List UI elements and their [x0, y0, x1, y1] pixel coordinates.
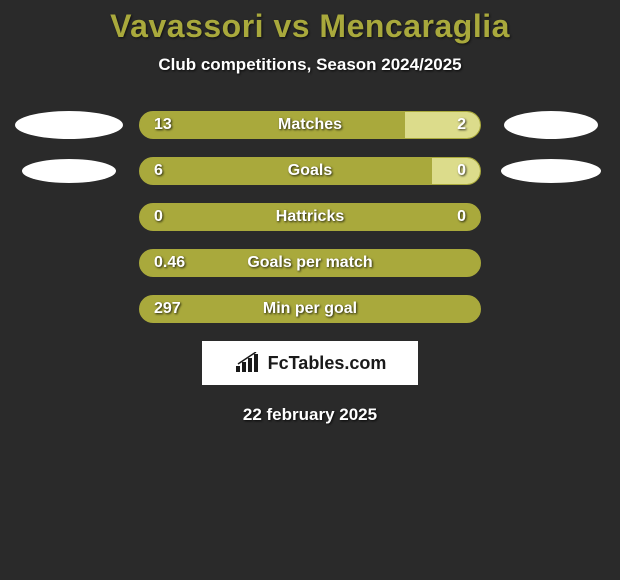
stat-value-right: 0 — [457, 208, 466, 226]
infographic-container: Vavassori vs Mencaraglia Club competitio… — [0, 0, 620, 425]
stat-row: 0 0 Hattricks — [0, 203, 620, 231]
stat-label: Matches — [278, 116, 342, 134]
stat-value-right: 2 — [457, 116, 466, 134]
stat-row: 13 2 Matches — [0, 111, 620, 139]
stat-value-right: 0 — [457, 162, 466, 180]
oval-spacer-right — [481, 111, 620, 139]
player-marker-right — [501, 159, 601, 183]
date-text: 22 february 2025 — [0, 405, 620, 425]
player-marker-left — [22, 159, 116, 183]
oval-spacer-left — [0, 111, 139, 139]
stat-row: 6 0 Goals — [0, 157, 620, 185]
stat-bar: 6 0 Goals — [139, 157, 481, 185]
stat-bar: 297 Min per goal — [139, 295, 481, 323]
stat-value-left: 0 — [154, 208, 163, 226]
stat-value-left: 13 — [154, 116, 172, 134]
oval-spacer-left — [0, 159, 139, 183]
logo-text: FcTables.com — [268, 353, 387, 374]
comparison-rows: 13 2 Matches 6 0 Goals 0 0 Hattricks 0.46 Goals pe… — [0, 111, 620, 323]
stat-label: Min per goal — [263, 300, 357, 318]
subtitle: Club competitions, Season 2024/2025 — [0, 55, 620, 75]
bar-segment-left — [140, 158, 432, 184]
stat-value-left: 297 — [154, 300, 181, 318]
stat-bar: 0 0 Hattricks — [139, 203, 481, 231]
bar-segment-left — [140, 112, 405, 138]
stat-label: Hattricks — [276, 208, 344, 226]
player-marker-left — [15, 111, 123, 139]
page-title: Vavassori vs Mencaraglia — [0, 8, 620, 45]
logo-box: FcTables.com — [202, 341, 418, 385]
logo-inner: FcTables.com — [234, 352, 387, 374]
stat-row: 297 Min per goal — [0, 295, 620, 323]
stat-bar: 13 2 Matches — [139, 111, 481, 139]
stat-label: Goals per match — [247, 254, 372, 272]
stat-value-left: 0.46 — [154, 254, 185, 272]
logo-chart-icon — [234, 352, 262, 374]
player-marker-right — [504, 111, 598, 139]
stat-bar: 0.46 Goals per match — [139, 249, 481, 277]
oval-spacer-right — [481, 159, 620, 183]
bar-segment-right — [405, 112, 480, 138]
stat-row: 0.46 Goals per match — [0, 249, 620, 277]
stat-value-left: 6 — [154, 162, 163, 180]
stat-label: Goals — [288, 162, 332, 180]
